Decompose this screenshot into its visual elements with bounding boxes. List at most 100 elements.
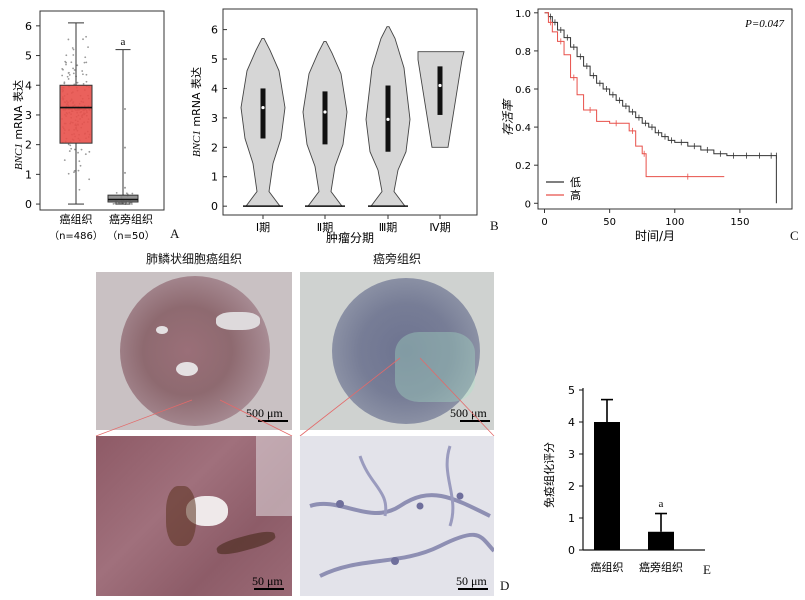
panel-a-point: [85, 35, 87, 38]
panel-a-group-label-1: 癌组织: [60, 212, 93, 226]
panel-b-median-dot: [261, 105, 265, 110]
panel-b-ylabel: BNC1 mRNA 表达: [189, 67, 203, 157]
scale-label-2: 500 μm: [450, 406, 487, 420]
panel-a-point: [73, 148, 76, 151]
panel-e: 0 1 2 3 4 5 免疫组化评分 癌组织 癌旁组织 a E: [535, 375, 735, 600]
panel-a-point: [73, 169, 76, 172]
panel-a-box: [59, 84, 93, 144]
panel-e-ytick-label: 2: [568, 480, 575, 493]
panel-a-ytick-label: 0: [25, 198, 32, 211]
panel-a-ytick-label: 4: [25, 79, 32, 92]
panel-a-point: [85, 73, 88, 76]
panel-a-n-label-2: （n=50）: [107, 230, 154, 242]
panel-a-point: [82, 73, 84, 76]
stroma-area: [256, 436, 292, 516]
panel-a-letter: A: [170, 226, 180, 241]
panel-a-point: [69, 144, 72, 147]
panel-a-point: [124, 171, 126, 174]
tumor-lumen-3: [216, 312, 260, 330]
panel-a: 0 1 2 3 4 5 6 BNC1 mRNA 表达 癌组织 癌旁组织 （n=486） （n…: [0, 0, 180, 250]
panel-a-point: [84, 153, 87, 156]
panel-a-boxplot: 0 1 2 3 4 5 6 BNC1 mRNA 表达 癌组织 癌旁组织 （n=486） （n…: [11, 10, 165, 242]
panel-b-xlabel: 肿瘤分期: [326, 230, 374, 245]
legend-label-low: 低: [570, 176, 581, 189]
scale-bar-4: [458, 588, 488, 590]
panel-b-xtick-label: Ⅱ期: [317, 221, 333, 234]
panel-b-ytick-label: 5: [211, 53, 218, 66]
panel-a-point: [67, 78, 70, 80]
panel-a-point: [73, 171, 75, 174]
panel-a-point: [124, 186, 126, 189]
micrograph-tumor-high-mag: 50 μm: [96, 436, 292, 596]
panel-c-survival: 0 0.2 0.4 0.6 0.8 1.0 0 50 100 150 存活率 时间/月 P=0.0…: [501, 8, 793, 243]
panel-a-point: [83, 61, 86, 64]
panel-c-xtick-label: 0: [541, 217, 547, 228]
panel-a-point: [124, 108, 126, 111]
panel-a-point: [80, 148, 83, 151]
panel-a-ytick-label: 5: [25, 50, 32, 63]
panel-c-pvalue: P=0.047: [744, 18, 784, 30]
panel-e-letter: E: [703, 562, 711, 577]
panel-a-point: [65, 63, 67, 66]
panel-b-xtick-label: Ⅰ期: [256, 221, 270, 234]
panel-b-ytick-label: 0: [211, 200, 218, 213]
panel-a-n-label-1: （n=486）: [49, 230, 103, 242]
micrograph-adjacent-high-mag: 50 μm: [300, 436, 494, 596]
scale-label-4: 50 μm: [456, 574, 487, 588]
panel-a-point: [79, 164, 82, 167]
micrograph-adjacent-low-mag: 500 μm: [300, 272, 494, 430]
micrograph-tumor-low-mag: 500 μm: [96, 272, 292, 430]
panel-c-ytick-label: 0.2: [515, 161, 531, 172]
panel-a-point: [77, 169, 80, 172]
panel-b-ytick-label: 1: [211, 171, 218, 184]
adjacent-highlight-area: [395, 332, 475, 402]
panel-a-point: [66, 75, 69, 78]
panel-a-point: [65, 54, 68, 57]
panel-c-xlabel: 时间/月: [635, 229, 675, 243]
panel-a-point: [71, 47, 74, 49]
panel-c-ytick-label: 0.8: [515, 47, 531, 58]
panel-c-legend: 低 高: [546, 176, 581, 202]
scale-bar-3: [254, 588, 284, 590]
panel-a-point: [67, 172, 70, 175]
panel-e-ytick-label: 5: [568, 384, 575, 397]
panel-e-barchart: 0 1 2 3 4 5 免疫组化评分 癌组织 癌旁组织 a: [542, 384, 705, 574]
panel-a-point: [76, 64, 79, 67]
panel-a-point: [63, 82, 66, 85]
panel-b-violin: 0 1 2 3 4 5 6 Ⅰ期 Ⅱ期 Ⅲ期 Ⅳ期 BNC1 mRNA 表达 肿瘤分期: [189, 8, 478, 245]
scale-label-3: 50 μm: [252, 574, 283, 588]
panel-c-ytick-label: 0.6: [515, 85, 531, 96]
panel-e-group-label-1: 癌组织: [591, 560, 624, 574]
panel-e-ylabel: 免疫组化评分: [542, 442, 556, 508]
panel-b-ytick-label: 3: [211, 112, 218, 125]
panel-a-point: [68, 150, 71, 152]
panel-a-point: [84, 56, 87, 59]
panel-c-letter: C: [790, 228, 799, 243]
brown-staining-2: [215, 528, 277, 558]
legend-label-high: 高: [570, 188, 581, 202]
panel-b-iqr-box: [437, 66, 443, 115]
panel-a-point: [68, 73, 71, 76]
panel-e-bar: [594, 422, 620, 550]
panel-a-point: [72, 67, 74, 70]
panel-a-point: [82, 83, 85, 85]
panel-a-point: [61, 74, 64, 77]
panel-c-ytick-label: 0: [525, 199, 531, 210]
panel-b-iqr-box: [322, 91, 328, 145]
tumor-lumen-2: [156, 326, 168, 334]
panel-a-point: [73, 69, 76, 71]
panel-d-title-left: 肺鳞状细胞癌组织: [145, 252, 242, 266]
panel-d: 肺鳞状细胞癌组织 癌旁组织 500 μm 500 μm 50 μm: [90, 248, 520, 600]
brown-staining-1: [166, 486, 196, 546]
panel-a-point: [64, 60, 67, 63]
alveolar-septa: [309, 445, 494, 578]
panel-a-point: [72, 48, 75, 51]
panel-a-group-label-2: 癌旁组织: [109, 212, 153, 226]
panel-a-point: [72, 72, 75, 75]
panel-e-ytick-label: 3: [568, 448, 575, 461]
panel-a-box: [107, 194, 139, 203]
panel-a-ytick-label: 2: [25, 139, 32, 152]
panel-a-point: [130, 203, 133, 205]
panel-e-bar: [648, 531, 674, 550]
panel-a-ytick-label: 6: [25, 20, 32, 33]
